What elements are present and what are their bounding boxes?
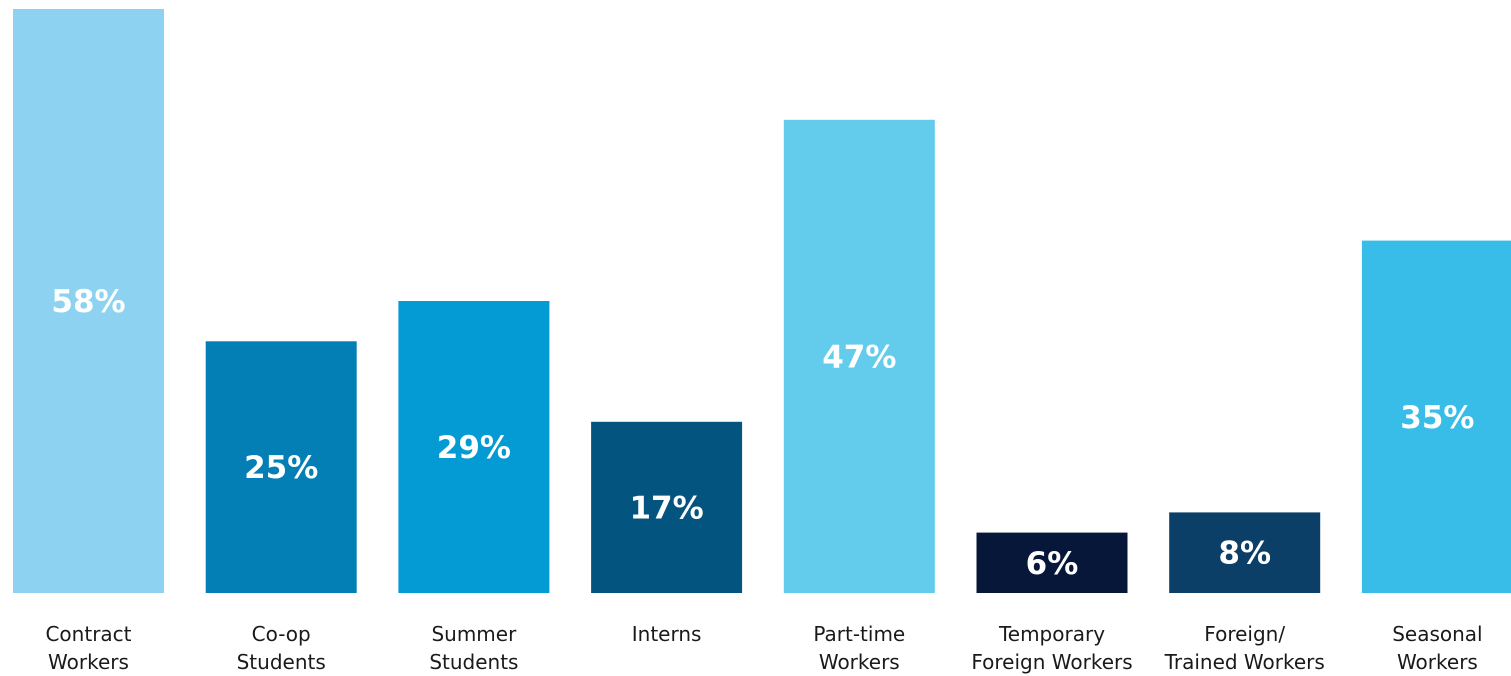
bar-2 (398, 301, 550, 593)
category-label-5: Temporary Foreign Workers (971, 622, 1132, 674)
bar-value-label-5: 6% (1026, 546, 1079, 582)
category-label-0: Contract Workers (45, 622, 131, 674)
category-label-line: Trained Workers (1164, 650, 1325, 674)
bar-3 (591, 421, 743, 593)
category-label-1: Co-op Students (237, 622, 326, 674)
bar-value-label-2: 29% (437, 430, 511, 466)
category-label-line: Foreign/ (1204, 622, 1285, 646)
bar-value-label-7: 35% (1400, 400, 1474, 436)
bar-7 (1361, 240, 1511, 593)
category-label-line: Students (429, 650, 518, 674)
category-labels-group: Contract Workers Co-op Students Summer Studen… (45, 622, 1482, 674)
value-labels-group: 58% 25% 29% 17% 47% 6% 8% 35% (51, 284, 1474, 582)
bar-5 (976, 532, 1128, 593)
category-label-line: Interns (632, 622, 702, 646)
category-label-line: Temporary (998, 622, 1105, 646)
bar-4 (783, 119, 935, 594)
bar-6 (1169, 512, 1321, 593)
category-label-4: Part-time Workers (813, 622, 905, 674)
category-label-line: Contract (45, 622, 131, 646)
category-label-2: Summer Students (429, 622, 518, 674)
category-label-line: Summer (431, 622, 517, 646)
bar-value-label-0: 58% (51, 284, 125, 320)
category-label-3: Interns (632, 622, 702, 646)
bars-group (13, 9, 1511, 594)
category-label-line: Foreign Workers (971, 650, 1132, 674)
category-label-6: Foreign/Trained Workers (1164, 622, 1325, 674)
bar-1 (205, 341, 357, 593)
bar-value-label-6: 8% (1218, 536, 1271, 572)
category-label-line: Seasonal (1392, 622, 1482, 646)
category-label-line: Co-op (252, 622, 311, 646)
category-label-line: Students (237, 650, 326, 674)
category-label-line: Workers (48, 650, 129, 674)
bar-value-label-3: 17% (629, 490, 703, 526)
category-label-7: Seasonal Workers (1392, 622, 1482, 674)
bar-0 (13, 9, 164, 593)
bar-value-label-1: 25% (244, 450, 318, 486)
category-label-line: Workers (1397, 650, 1478, 674)
category-label-line: Part-time (813, 622, 905, 646)
category-label-line: Workers (819, 650, 900, 674)
bar-value-label-4: 47% (822, 339, 896, 375)
